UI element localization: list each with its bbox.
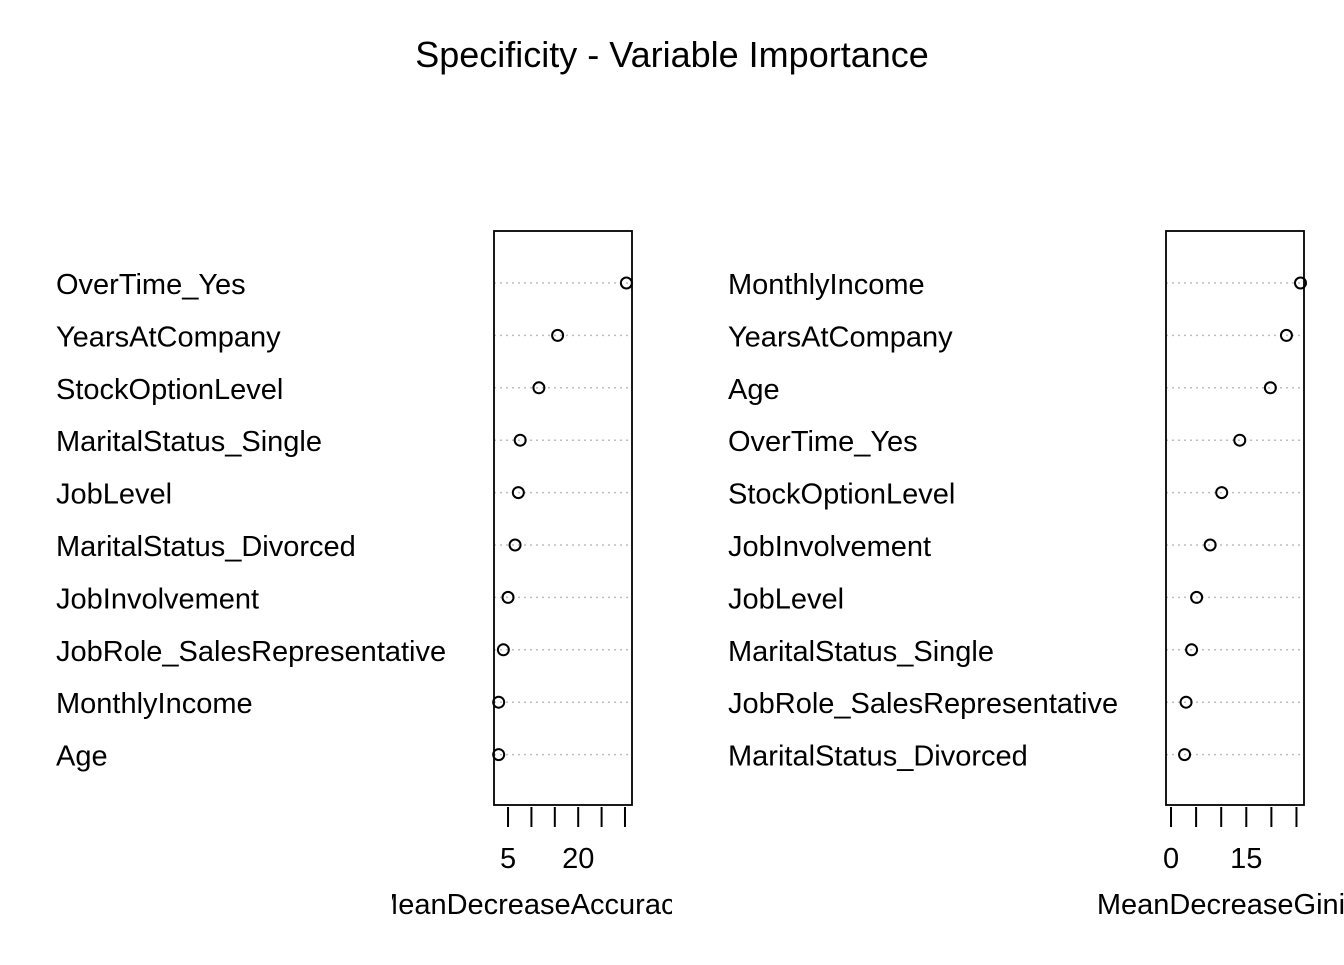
data-point	[1203, 538, 1217, 552]
category-label: JobLevel	[728, 583, 844, 615]
category-label: JobRole_SalesRepresentative	[56, 636, 446, 668]
x-tick-label: 0	[1163, 843, 1179, 875]
category-label: YearsAtCompany	[56, 321, 281, 353]
plot-frame	[1165, 230, 1305, 806]
category-label: JobLevel	[56, 479, 172, 511]
data-point	[496, 643, 510, 657]
chart-title: Specificity - Variable Importance	[415, 34, 929, 75]
x-tick-label: 5	[500, 843, 516, 875]
plot-frame	[493, 230, 633, 806]
panel-2: MonthlyIncome YearsAtCompany Age OverTime_Y…	[728, 230, 1344, 921]
category-label: JobInvolvement	[728, 531, 931, 563]
category-label: OverTime_Yes	[728, 426, 918, 458]
category-label: YearsAtCompany	[728, 321, 953, 353]
panel-1: OverTime_Yes YearsAtCompany StockOptionLev…	[56, 230, 690, 921]
data-point	[1190, 590, 1204, 604]
category-label: StockOptionLevel	[728, 479, 955, 511]
category-label: MaritalStatus_Divorced	[728, 741, 1028, 773]
data-point	[1279, 328, 1293, 342]
data-point	[1185, 643, 1199, 657]
x-axis-label: MeanDecreaseAccuracy	[374, 889, 690, 921]
data-point	[511, 486, 525, 500]
data-point	[1178, 748, 1192, 762]
data-point	[1233, 433, 1247, 447]
category-label: OverTime_Yes	[56, 269, 246, 301]
category-label: MaritalStatus_Single	[728, 636, 994, 668]
x-axis-label: MeanDecreaseGini	[1097, 889, 1344, 921]
data-point	[551, 328, 565, 342]
data-point	[501, 590, 515, 604]
data-point	[1293, 276, 1307, 290]
data-point	[1215, 486, 1229, 500]
category-label: JobRole_SalesRepresentative	[728, 688, 1118, 720]
category-label: MaritalStatus_Divorced	[56, 531, 356, 563]
category-label: Age	[728, 374, 780, 406]
x-tick-label: 15	[1230, 843, 1262, 875]
category-label: Age	[56, 741, 108, 773]
data-point	[513, 433, 527, 447]
category-label: JobInvolvement	[56, 583, 259, 615]
data-point	[508, 538, 522, 552]
category-label: MonthlyIncome	[56, 688, 253, 720]
data-point	[1263, 381, 1277, 395]
x-tick-label: 20	[562, 843, 594, 875]
category-label: StockOptionLevel	[56, 374, 283, 406]
data-point	[532, 381, 546, 395]
data-point	[1179, 695, 1193, 709]
category-label: MonthlyIncome	[728, 269, 925, 301]
category-label: MaritalStatus_Single	[56, 426, 322, 458]
